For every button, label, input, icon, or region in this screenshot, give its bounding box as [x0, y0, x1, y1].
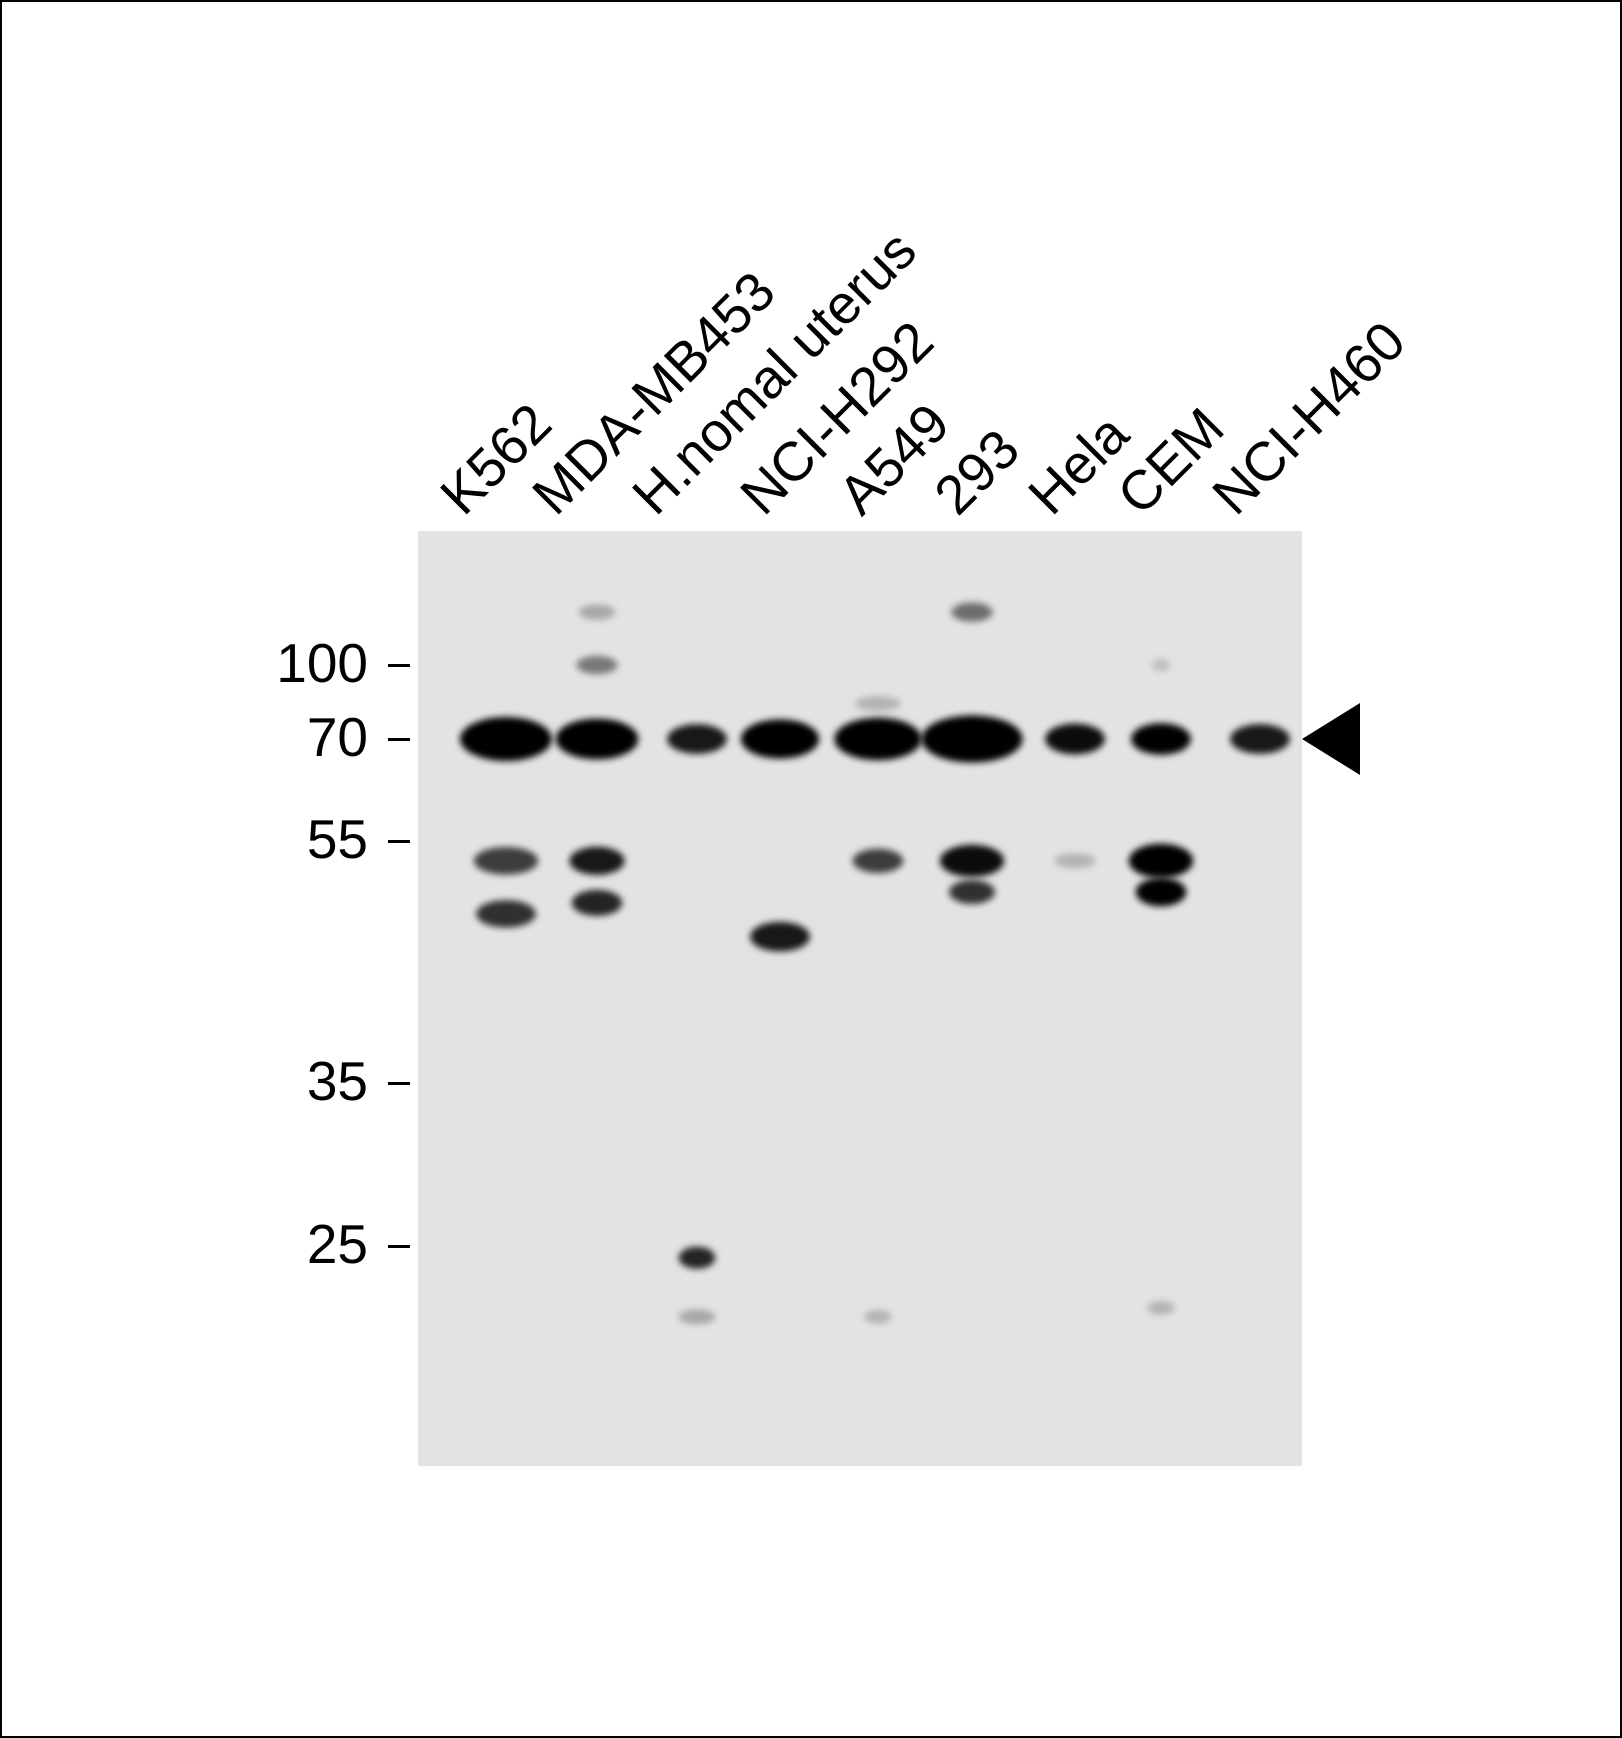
band-lane-3-70kda	[667, 724, 727, 754]
band-lane-1-70kda	[460, 717, 552, 761]
band-lane-5-70kda	[834, 717, 922, 761]
band-lane-2-100kda	[576, 655, 618, 675]
band-lane-6-53kda	[939, 844, 1005, 877]
band-lane-2-49kda	[571, 889, 623, 916]
band-lane-2-53kda	[569, 846, 625, 875]
band-lane-8-50kda	[1135, 877, 1187, 907]
marker-label-25: 25	[306, 1213, 368, 1275]
band-lane-6-70kda	[921, 715, 1023, 763]
band-lane-3-21.6kda	[678, 1309, 716, 1325]
marker-label-70: 70	[306, 706, 368, 768]
band-lane-8-100kda	[1151, 658, 1171, 672]
band-lane-6-50kda	[949, 880, 995, 905]
band-lane-6-129kda	[951, 602, 993, 622]
marker-label-35: 35	[306, 1050, 368, 1112]
marker-tick-35	[388, 1082, 410, 1085]
band-lane-7-70kda	[1045, 723, 1105, 755]
band-lane-4-46kda	[750, 921, 810, 952]
band-lane-5-21.6kda	[864, 1309, 892, 1324]
target-arrow-icon	[1302, 703, 1360, 775]
band-lane-7-53kda	[1054, 853, 1096, 869]
marker-tick-55	[388, 840, 410, 843]
band-lane-4-70kda	[740, 719, 820, 759]
band-lane-5-83kda	[855, 696, 901, 712]
band-lane-8-70kda	[1131, 723, 1191, 755]
band-lane-2-70kda	[555, 718, 639, 760]
band-lane-1-53kda	[473, 846, 539, 875]
marker-tick-100	[388, 664, 410, 667]
marker-tick-70	[388, 738, 410, 741]
marker-label-100: 100	[276, 632, 368, 694]
band-lane-3-24.4kda	[678, 1246, 716, 1269]
marker-label-55: 55	[306, 808, 368, 870]
marker-tick-25	[388, 1245, 410, 1248]
band-lane-8-22kda	[1147, 1300, 1175, 1315]
band-lane-8-53kda	[1128, 843, 1194, 879]
band-lane-2-129kda	[578, 604, 616, 620]
band-lane-5-53kda	[852, 848, 904, 873]
band-lane-9-70kda	[1230, 724, 1290, 754]
band-lane-1-48kda	[476, 900, 536, 928]
